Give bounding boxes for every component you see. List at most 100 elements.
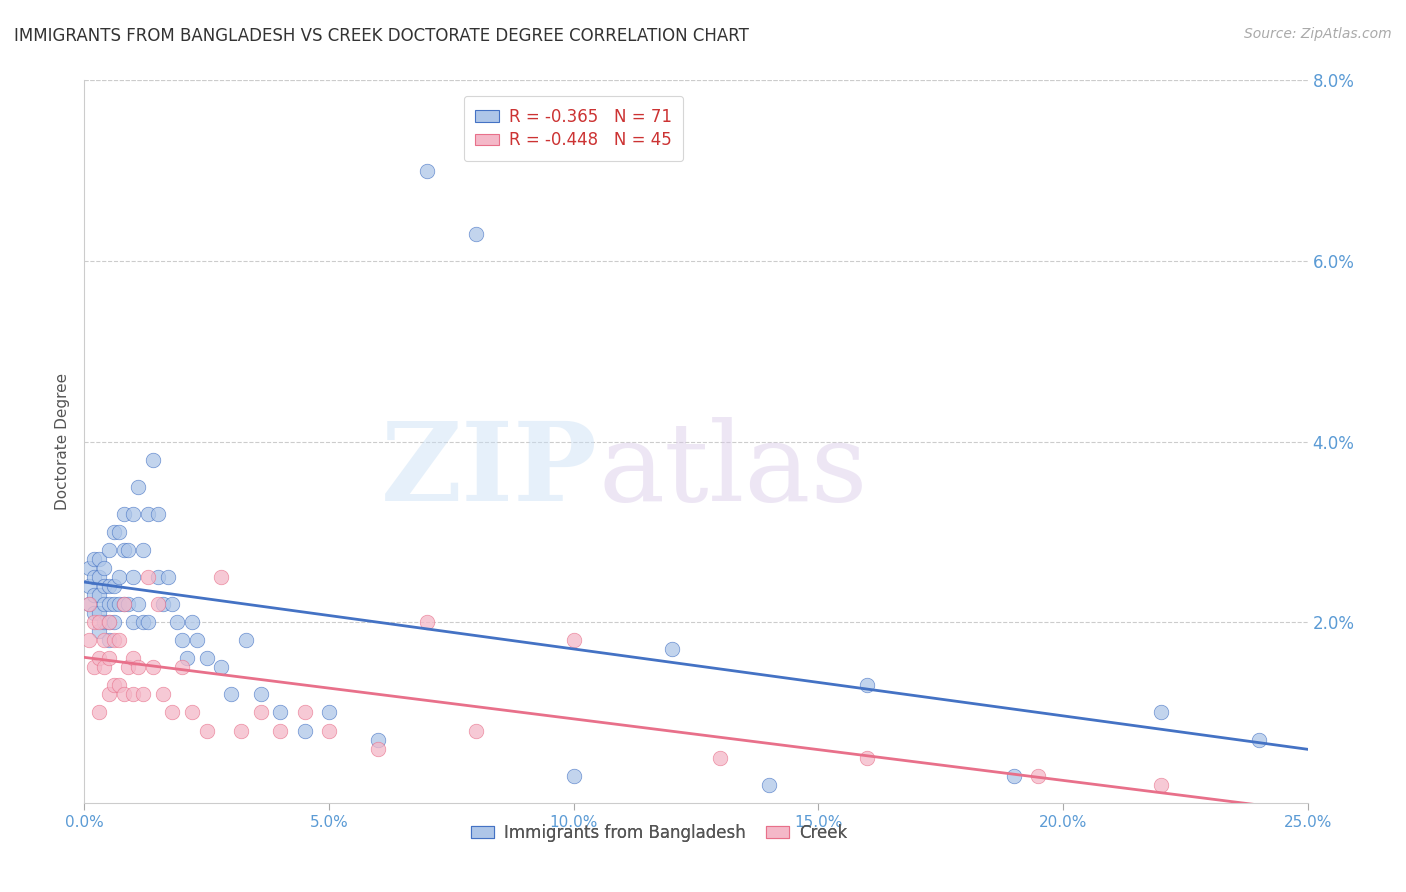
- Point: [93, 660, 115, 674]
- Point: [186, 633, 208, 648]
- Point: [758, 778, 780, 792]
- Point: [416, 615, 439, 630]
- Point: [83, 588, 105, 602]
- Point: [97, 615, 120, 630]
- Point: [103, 678, 125, 692]
- Point: [122, 507, 145, 521]
- Point: [103, 633, 125, 648]
- Point: [142, 452, 165, 467]
- Point: [127, 660, 149, 674]
- Point: [97, 633, 120, 648]
- Point: [367, 741, 389, 756]
- Point: [181, 615, 204, 630]
- Point: [117, 597, 139, 611]
- Point: [112, 597, 135, 611]
- Point: [166, 615, 188, 630]
- Point: [93, 633, 115, 648]
- Point: [661, 642, 683, 657]
- Point: [112, 542, 135, 557]
- Point: [562, 769, 585, 783]
- Point: [294, 723, 316, 738]
- Point: [83, 660, 105, 674]
- Y-axis label: Doctorate Degree: Doctorate Degree: [55, 373, 70, 510]
- Legend: Immigrants from Bangladesh, Creek: Immigrants from Bangladesh, Creek: [464, 817, 855, 848]
- Point: [162, 597, 184, 611]
- Point: [93, 579, 115, 593]
- Point: [127, 480, 149, 494]
- Point: [562, 633, 585, 648]
- Point: [107, 597, 129, 611]
- Point: [136, 615, 159, 630]
- Point: [464, 227, 486, 241]
- Point: [209, 660, 232, 674]
- Point: [195, 723, 218, 738]
- Point: [87, 552, 110, 566]
- Point: [87, 624, 110, 639]
- Point: [87, 606, 110, 620]
- Point: [195, 651, 218, 665]
- Point: [87, 651, 110, 665]
- Point: [318, 723, 340, 738]
- Point: [132, 687, 155, 701]
- Point: [132, 615, 155, 630]
- Point: [1150, 706, 1173, 720]
- Point: [93, 615, 115, 630]
- Point: [1247, 732, 1270, 747]
- Point: [269, 706, 291, 720]
- Point: [97, 687, 120, 701]
- Point: [172, 633, 194, 648]
- Point: [117, 542, 139, 557]
- Point: [107, 678, 129, 692]
- Text: IMMIGRANTS FROM BANGLADESH VS CREEK DOCTORATE DEGREE CORRELATION CHART: IMMIGRANTS FROM BANGLADESH VS CREEK DOCT…: [14, 27, 749, 45]
- Point: [172, 660, 194, 674]
- Point: [181, 706, 204, 720]
- Point: [107, 570, 129, 584]
- Point: [127, 597, 149, 611]
- Point: [856, 750, 879, 764]
- Point: [97, 579, 120, 593]
- Point: [1028, 769, 1050, 783]
- Point: [107, 633, 129, 648]
- Point: [83, 606, 105, 620]
- Point: [209, 570, 232, 584]
- Point: [856, 678, 879, 692]
- Point: [235, 633, 257, 648]
- Point: [122, 687, 145, 701]
- Point: [77, 579, 100, 593]
- Point: [294, 706, 316, 720]
- Point: [249, 706, 271, 720]
- Point: [112, 507, 135, 521]
- Point: [87, 570, 110, 584]
- Point: [87, 615, 110, 630]
- Point: [156, 570, 179, 584]
- Point: [83, 615, 105, 630]
- Point: [709, 750, 731, 764]
- Point: [112, 687, 135, 701]
- Point: [146, 570, 169, 584]
- Point: [162, 706, 184, 720]
- Point: [367, 732, 389, 747]
- Point: [87, 588, 110, 602]
- Point: [152, 597, 174, 611]
- Point: [1002, 769, 1025, 783]
- Point: [146, 597, 169, 611]
- Point: [87, 706, 110, 720]
- Point: [93, 561, 115, 575]
- Point: [103, 524, 125, 539]
- Point: [83, 570, 105, 584]
- Text: ZIP: ZIP: [381, 417, 598, 524]
- Point: [146, 507, 169, 521]
- Point: [152, 687, 174, 701]
- Point: [1150, 778, 1173, 792]
- Point: [318, 706, 340, 720]
- Point: [249, 687, 271, 701]
- Point: [93, 597, 115, 611]
- Point: [176, 651, 198, 665]
- Point: [83, 552, 105, 566]
- Point: [464, 723, 486, 738]
- Point: [97, 651, 120, 665]
- Point: [103, 597, 125, 611]
- Point: [77, 597, 100, 611]
- Point: [77, 597, 100, 611]
- Point: [122, 615, 145, 630]
